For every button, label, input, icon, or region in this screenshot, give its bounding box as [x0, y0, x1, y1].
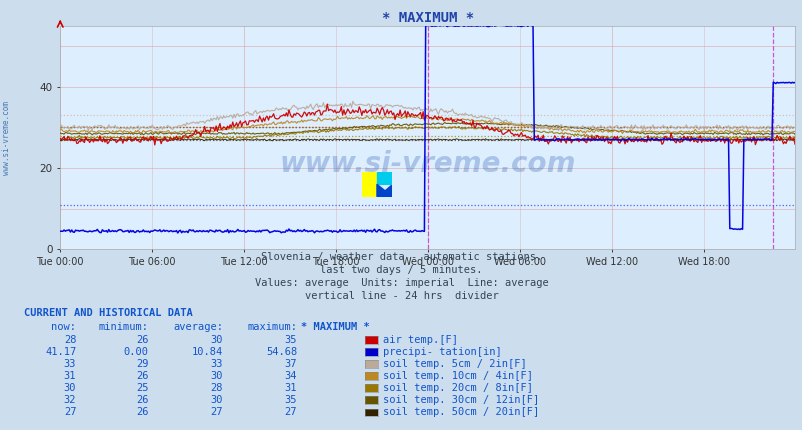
Text: 35: 35 [284, 395, 297, 405]
Text: 0.00: 0.00 [124, 347, 148, 357]
Text: 25: 25 [136, 383, 148, 393]
Text: soil temp. 10cm / 4in[F]: soil temp. 10cm / 4in[F] [383, 371, 533, 381]
Text: 26: 26 [136, 371, 148, 381]
Text: vertical line - 24 hrs  divider: vertical line - 24 hrs divider [304, 291, 498, 301]
Text: maximum:: maximum: [247, 322, 297, 332]
Text: 33: 33 [210, 359, 223, 369]
Text: last two days / 5 minutes.: last two days / 5 minutes. [320, 265, 482, 275]
Text: Values: average  Units: imperial  Line: average: Values: average Units: imperial Line: av… [254, 278, 548, 288]
Text: 32: 32 [63, 395, 76, 405]
Text: 27: 27 [63, 407, 76, 417]
Text: 26: 26 [136, 395, 148, 405]
Text: 31: 31 [63, 371, 76, 381]
Polygon shape [376, 172, 391, 184]
Text: 28: 28 [63, 335, 76, 345]
Text: www.si-vreme.com: www.si-vreme.com [2, 101, 11, 175]
Text: 10.84: 10.84 [192, 347, 223, 357]
Text: 27: 27 [210, 407, 223, 417]
Title: * MAXIMUM *: * MAXIMUM * [381, 11, 473, 25]
Text: 54.68: 54.68 [265, 347, 297, 357]
Text: * MAXIMUM *: * MAXIMUM * [300, 322, 369, 332]
Text: soil temp. 50cm / 20in[F]: soil temp. 50cm / 20in[F] [383, 407, 539, 417]
Text: 26: 26 [136, 407, 148, 417]
Text: precipi- tation[in]: precipi- tation[in] [383, 347, 501, 357]
Text: soil temp. 5cm / 2in[F]: soil temp. 5cm / 2in[F] [383, 359, 526, 369]
Text: now:: now: [51, 322, 76, 332]
Text: www.si-vreme.com: www.si-vreme.com [279, 150, 575, 178]
Bar [361, 172, 376, 197]
Text: CURRENT AND HISTORICAL DATA: CURRENT AND HISTORICAL DATA [24, 308, 192, 318]
Text: soil temp. 20cm / 8in[F]: soil temp. 20cm / 8in[F] [383, 383, 533, 393]
Text: 28: 28 [210, 383, 223, 393]
Text: 29: 29 [136, 359, 148, 369]
Text: 34: 34 [284, 371, 297, 381]
Text: 26: 26 [136, 335, 148, 345]
Text: 30: 30 [210, 371, 223, 381]
Text: 33: 33 [63, 359, 76, 369]
Polygon shape [376, 184, 391, 197]
Text: average:: average: [173, 322, 223, 332]
Text: 35: 35 [284, 335, 297, 345]
Text: air temp.[F]: air temp.[F] [383, 335, 457, 345]
Text: 30: 30 [210, 335, 223, 345]
Text: 41.17: 41.17 [45, 347, 76, 357]
Text: 30: 30 [63, 383, 76, 393]
Polygon shape [376, 172, 391, 184]
Polygon shape [376, 184, 391, 197]
Text: 27: 27 [284, 407, 297, 417]
Text: soil temp. 30cm / 12in[F]: soil temp. 30cm / 12in[F] [383, 395, 539, 405]
Text: Slovenia / weather data - automatic stations.: Slovenia / weather data - automatic stat… [261, 252, 541, 262]
Text: 31: 31 [284, 383, 297, 393]
Text: 37: 37 [284, 359, 297, 369]
Text: 30: 30 [210, 395, 223, 405]
Text: minimum:: minimum: [99, 322, 148, 332]
